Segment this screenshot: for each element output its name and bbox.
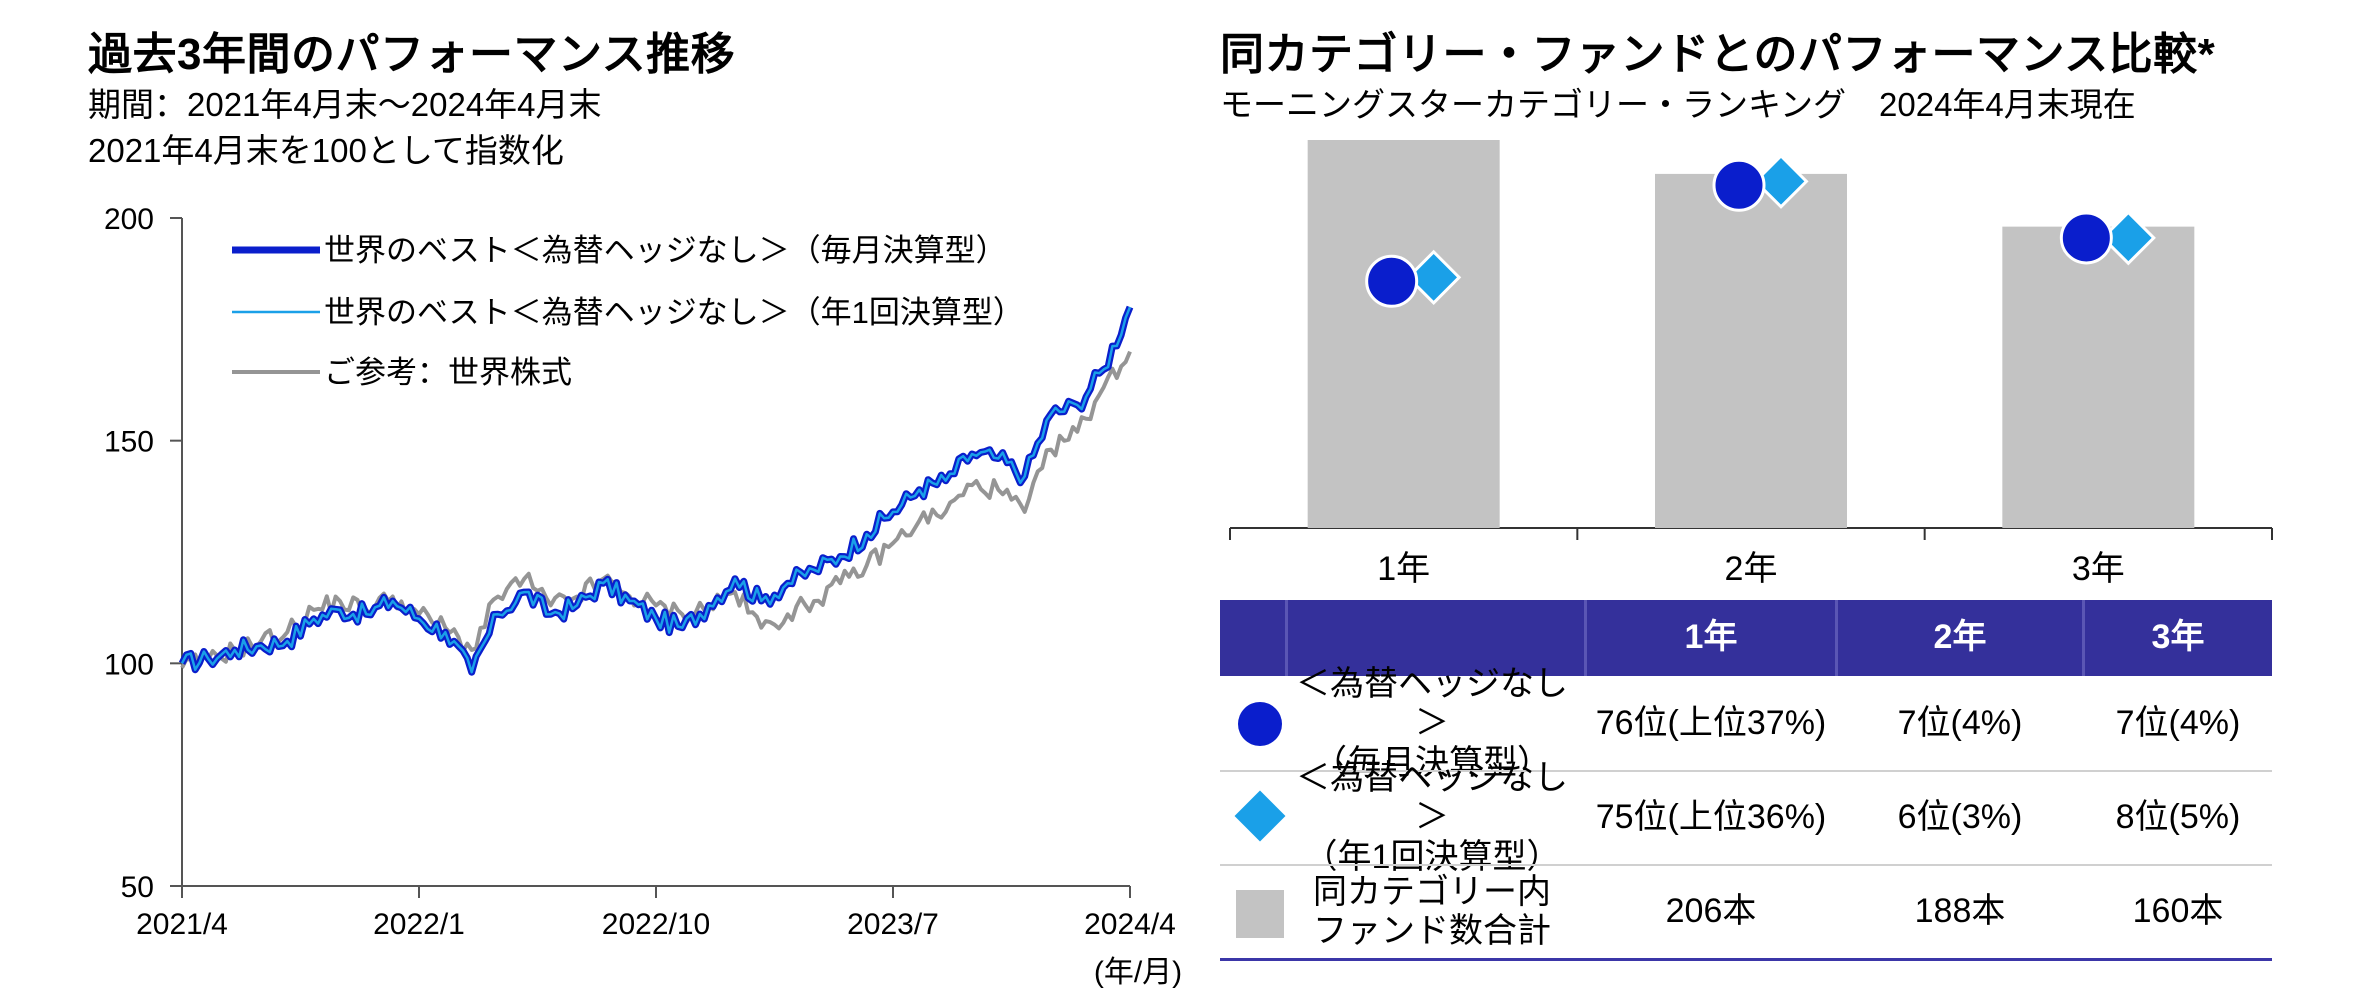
table-cell: 7位(4%) <box>2115 704 2241 743</box>
ranking-bar-chart: 1年 2年 3年 <box>1229 140 2273 588</box>
table-header-3y: 3年 <box>2151 618 2205 657</box>
table-row-label: ＜為替ヘッジなし＞ （毎月決算型） <box>1282 665 1582 781</box>
bar-category-label: 2年 <box>1725 550 1778 588</box>
row-label-line1: 同カテゴリー内 <box>1313 872 1551 911</box>
right-chart-title: 同カテゴリー・ファンドとのパフォーマンス比較* <box>1220 30 2216 79</box>
table-header-1y: 1年 <box>1684 618 1738 657</box>
annual-rank-marker <box>1406 249 1462 305</box>
row-label-line2: （年1回決算型） <box>1303 837 1561 876</box>
performance-line-chart: 50 100 150 200 2021/4 2022/1 2022/10 2023/7 2024… <box>104 203 1182 989</box>
annual-rank-marker <box>2100 210 2156 266</box>
y-tick-label: 200 <box>104 203 154 236</box>
bar-category-label: 3年 <box>2072 550 2125 588</box>
x-tick-label: 2022/10 <box>602 908 710 941</box>
table-header-2y: 2年 <box>1933 618 1987 657</box>
category-total-bar <box>1307 140 1500 528</box>
legend-annual-label: 世界のベスト＜為替ヘッジなし＞（年1回決算型） <box>324 295 1024 330</box>
bar-category-label: 1年 <box>1377 550 1430 588</box>
left-chart-index-note: 2021年4月末を100として指数化 <box>88 132 564 169</box>
category-total-bar <box>2002 226 2195 528</box>
annual-rank-marker <box>1753 153 1809 209</box>
table-header-divider <box>1584 600 1587 676</box>
row-label-line1: ＜為替ヘッジなし＞ <box>1296 665 1568 743</box>
y-tick-label: 50 <box>121 871 154 904</box>
left-chart-title: 過去3年間のパフォーマンス推移 <box>88 30 736 79</box>
table-header-divider <box>1835 600 1838 676</box>
y-tick-label: 100 <box>104 648 154 681</box>
table-cell: 206本 <box>1665 892 1757 931</box>
table-cell: 75位(上位36%) <box>1595 798 1827 837</box>
row-label-line2: （毎月決算型） <box>1313 743 1551 782</box>
table-header-divider <box>2082 600 2085 676</box>
table-header-divider <box>1285 600 1288 676</box>
series-line-reference <box>180 350 1132 669</box>
table-bottom-line <box>1220 958 2272 961</box>
table-cell: 8位(5%) <box>2115 798 2241 837</box>
ranking-table: 1年 2年 3年 ＜為替ヘッジなし＞ （毎月決算型） 76位(上位37%) 7位… <box>1220 600 2272 961</box>
table-row-divider <box>1220 864 2272 866</box>
table-header-row <box>1220 600 2272 676</box>
category-total-bar <box>1655 173 1847 529</box>
row-label-line1: ＜為替ヘッジなし＞ <box>1296 759 1568 837</box>
x-tick-label: 2022/1 <box>373 908 465 941</box>
table-cell: 6位(3%) <box>1897 798 2023 837</box>
x-tick-label: 2024/4 <box>1084 908 1176 941</box>
x-tick-label: 2023/7 <box>847 908 939 941</box>
table-row-label: ＜為替ヘッジなし＞ （年1回決算型） <box>1282 759 1582 875</box>
monthly-rank-marker <box>2059 211 2113 265</box>
monthly-fund-marker-icon <box>1238 702 1282 746</box>
table-cell: 76位(上位37%) <box>1595 704 1827 743</box>
monthly-rank-marker <box>1712 158 1766 212</box>
table-cell: 188本 <box>1914 892 2006 931</box>
table-cell: 160本 <box>2132 892 2224 931</box>
series-line-annual <box>180 306 1132 674</box>
legend-reference-label: ご参考：世界株式 <box>324 355 572 390</box>
annual-fund-marker-icon <box>1234 790 1286 842</box>
table-cell: 7位(4%) <box>1897 704 2023 743</box>
monthly-rank-marker <box>1365 254 1419 308</box>
left-chart-period: 期間：2021年4月末～2024年4月末 <box>88 86 602 123</box>
x-tick-label: 2021/4 <box>136 908 228 941</box>
table-row-label: 同カテゴリー内 ファンド数合計 <box>1282 866 1582 958</box>
right-chart-subtitle: モーニングスターカテゴリー・ランキング 2024年4月末現在 <box>1220 86 2136 123</box>
row-label-line2: ファンド数合計 <box>1313 912 1551 950</box>
category-total-marker-icon <box>1236 890 1284 938</box>
y-tick-label: 150 <box>104 426 154 459</box>
x-axis-unit: (年/月) <box>1094 956 1182 989</box>
table-row-divider <box>1220 770 2272 772</box>
legend-monthly-label: 世界のベスト＜為替ヘッジなし＞（毎月決算型） <box>324 233 1007 268</box>
